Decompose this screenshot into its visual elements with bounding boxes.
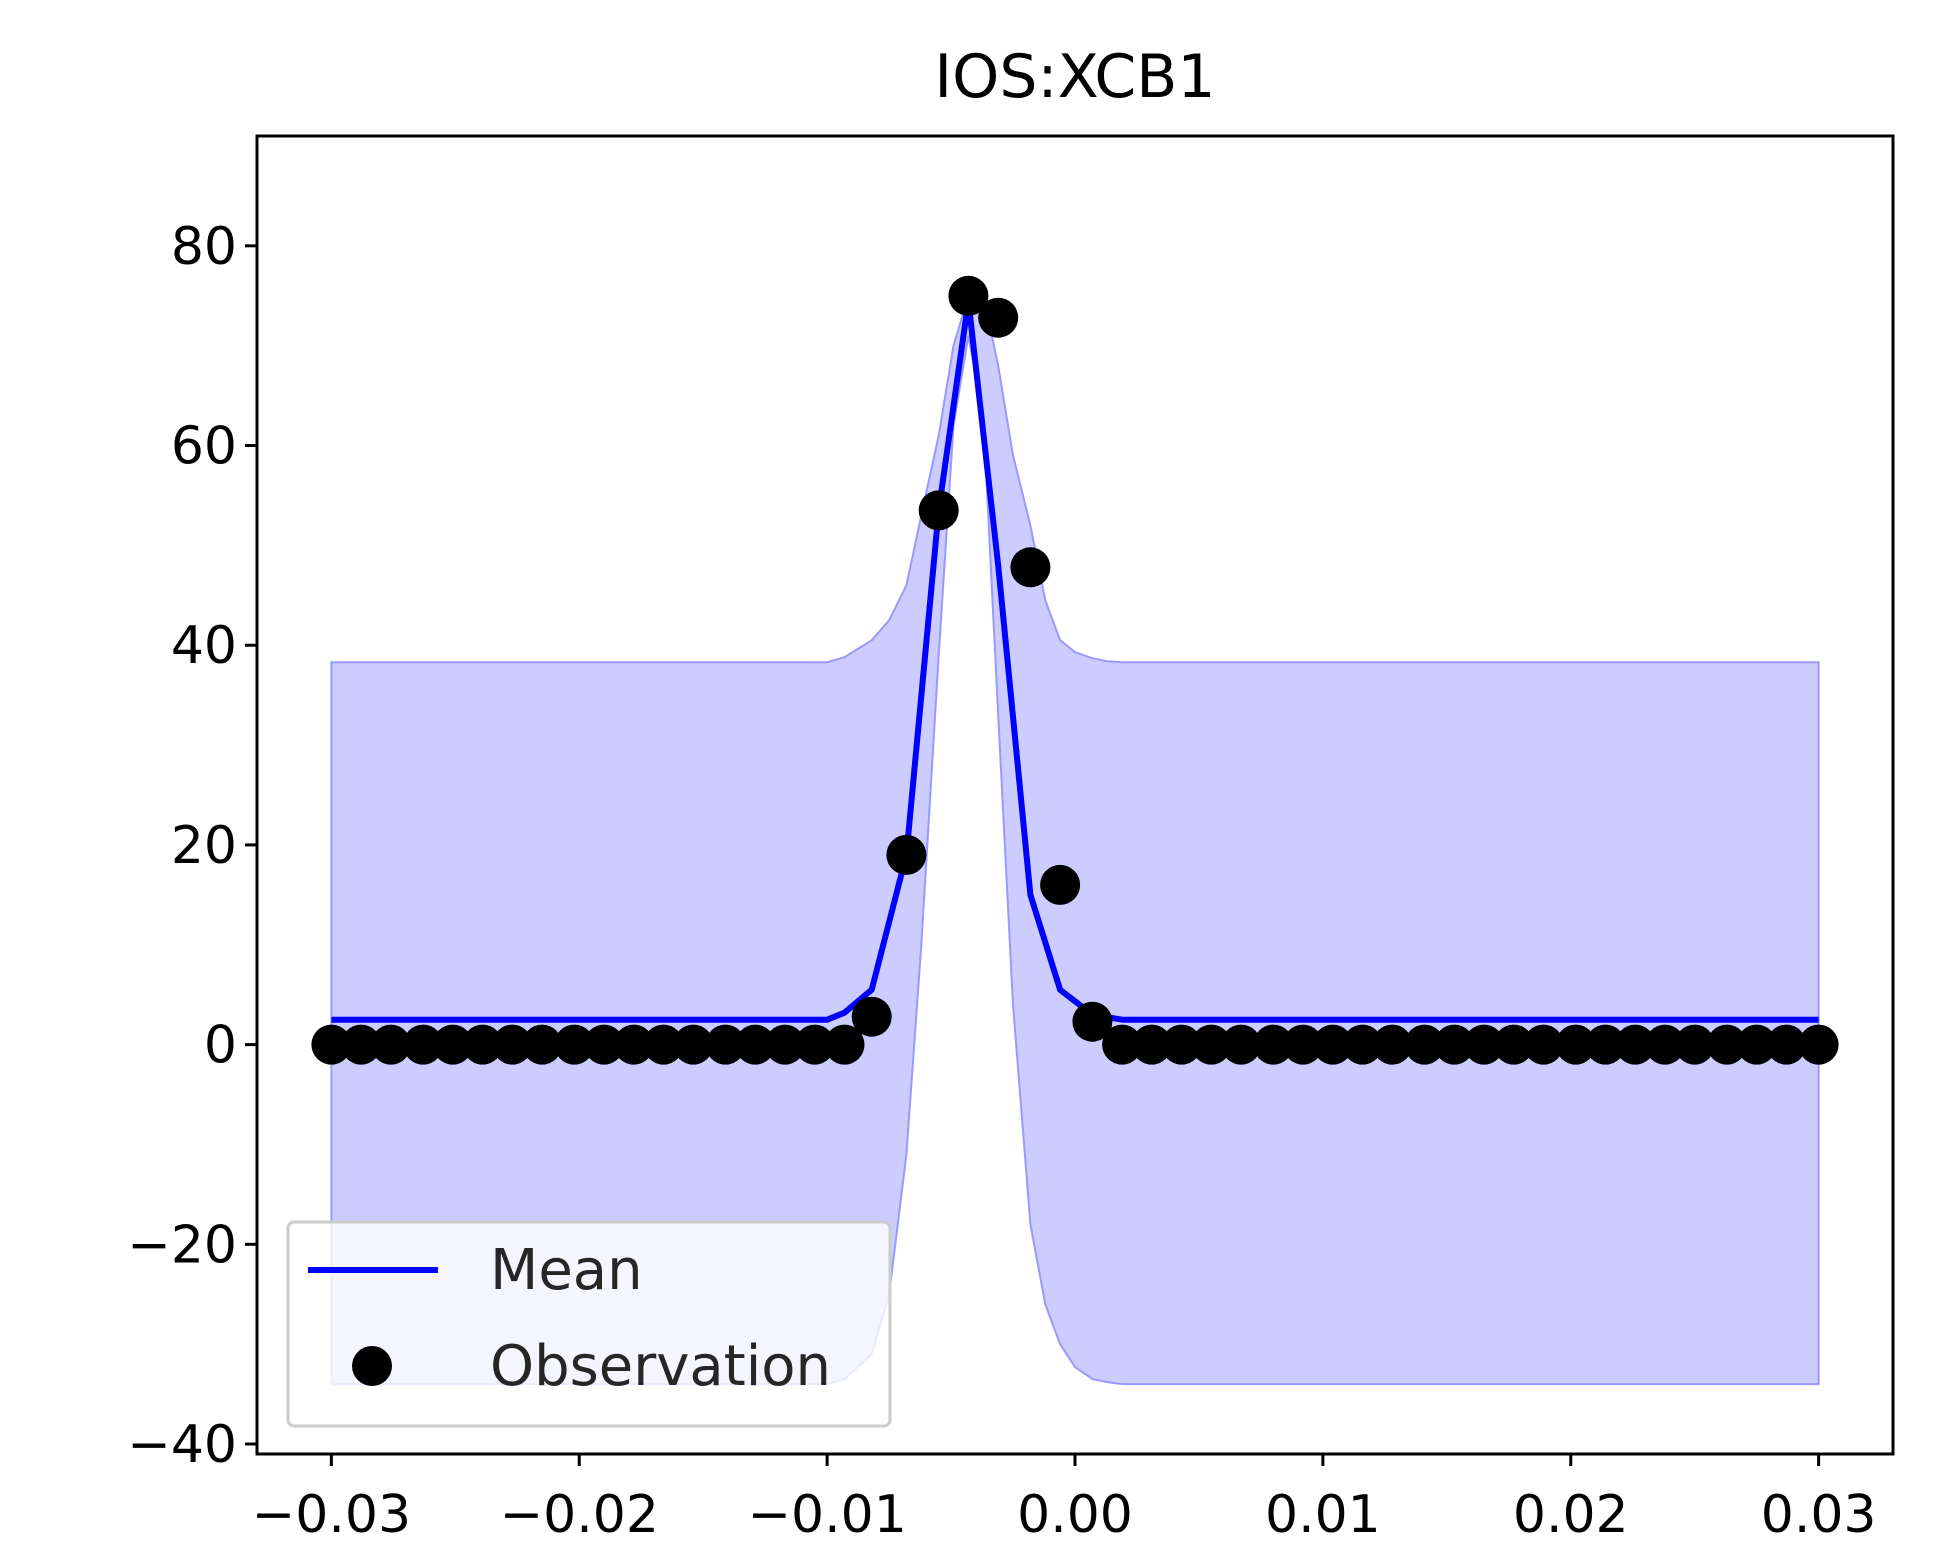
observation-point [1766,1024,1807,1065]
observation-point [794,1024,835,1065]
observation-point [918,490,959,531]
observation-point [1312,1024,1353,1065]
observation-point [1040,864,1081,905]
observation-point [492,1024,533,1065]
observation-point [403,1024,444,1065]
observation-point [978,297,1019,338]
observation-point [1706,1024,1747,1065]
x-tick-label: 0.03 [1761,1485,1877,1545]
legend-label-mean: Mean [490,1238,643,1303]
observation-point [462,1024,503,1065]
observation-point [673,1024,714,1065]
observation-point [1253,1024,1294,1065]
observation-point [1555,1024,1596,1065]
x-tick-label: −0.02 [500,1485,659,1545]
y-tick-label: 60 [171,417,237,477]
observation-point [1102,1024,1143,1065]
observation-point [1131,1024,1172,1065]
observation-point [1585,1024,1626,1065]
observation-point [1434,1024,1475,1065]
observation-point [1404,1024,1445,1065]
chart-title: IOS:XCB1 [934,42,1215,112]
observation-point [948,275,989,316]
observation-point [1464,1024,1504,1065]
observation-point [370,1024,411,1065]
x-tick-label: −0.03 [252,1485,411,1545]
observation-point [613,1024,654,1065]
confidence-band-area [330,294,1820,1386]
legend: Mean Observation [286,1220,892,1428]
observation-point [1523,1024,1564,1065]
observation-point [851,996,892,1037]
observation-point [643,1024,684,1065]
x-tick-label: 0.02 [1513,1485,1629,1545]
observation-point [341,1024,382,1065]
y-tick-label: 20 [171,816,237,876]
observation-point [1798,1024,1839,1065]
y-tick-label: 40 [171,616,237,676]
observation-point [765,1024,805,1065]
observation-point [1674,1024,1715,1065]
observation-point [1221,1024,1262,1065]
observation-point [584,1024,624,1065]
y-tick-label: −20 [127,1215,237,1275]
x-tick-label: 0.00 [1017,1485,1133,1545]
observation-point [1191,1024,1232,1065]
observation-point [1615,1024,1656,1065]
observation-point [311,1024,352,1065]
observation-point [886,834,927,875]
observation-point [432,1024,473,1065]
y-axis-ticks: −40 −20 0 20 40 60 80 [127,217,257,1475]
observation-point [1161,1024,1202,1065]
observation-series [311,275,1839,1065]
legend-box [286,1220,892,1428]
observation-point [522,1024,563,1065]
observation-point [735,1024,776,1065]
y-tick-label: 80 [171,217,237,277]
observation-point [1645,1024,1685,1065]
observation-point [1736,1024,1777,1065]
observation-point [1283,1024,1323,1065]
confidence-band [330,294,1820,1386]
observation-point [1372,1024,1413,1065]
x-tick-label: −0.01 [747,1485,906,1545]
observation-point [705,1024,746,1065]
legend-label-observation: Observation [490,1334,831,1399]
y-tick-label: −40 [127,1415,237,1475]
observation-point [1010,547,1051,588]
observation-point [1493,1024,1534,1065]
x-tick-label: 0.01 [1265,1485,1381,1545]
observation-point [554,1024,595,1065]
observation-point [824,1024,865,1065]
x-axis-ticks: −0.03 −0.02 −0.01 0.00 0.01 0.02 0.03 [252,1454,1877,1545]
legend-observation-swatch [352,1346,392,1386]
y-tick-label: 0 [204,1016,237,1076]
observation-point [1072,1001,1113,1042]
observation-point [1342,1024,1383,1065]
